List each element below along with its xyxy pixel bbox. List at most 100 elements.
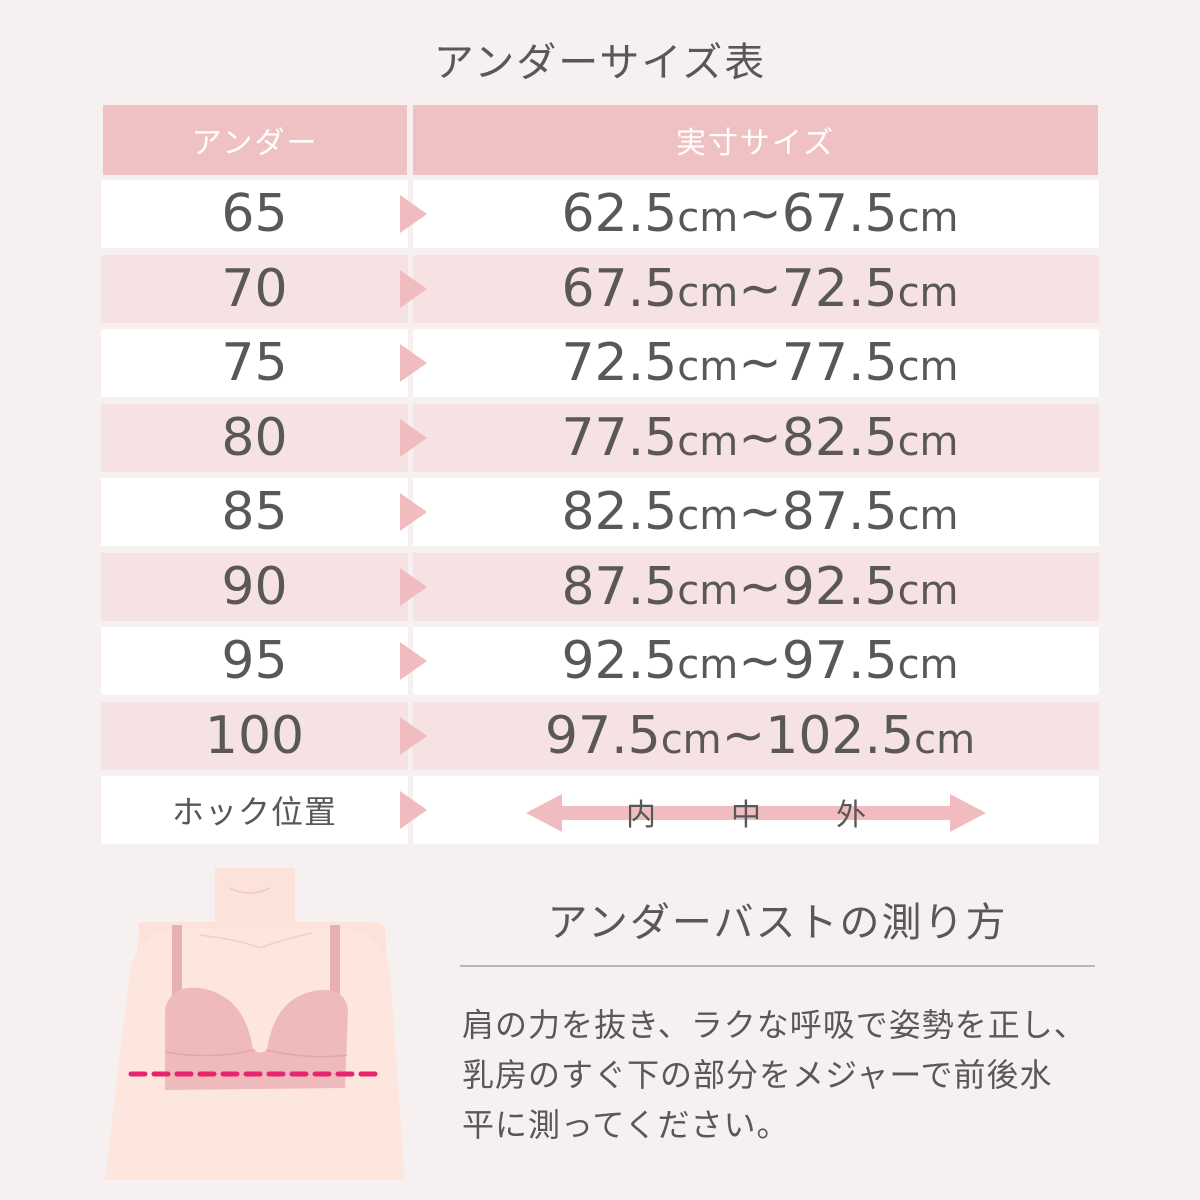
unit: cm xyxy=(677,269,739,316)
header-under: アンダー xyxy=(103,105,407,175)
actual-size-cell: 77.5cm~82.5cm xyxy=(413,403,1099,472)
under-cell: 100 xyxy=(101,701,408,770)
under-size: 75 xyxy=(221,333,288,393)
range-to: 102.5 xyxy=(765,705,915,766)
arrow-right-icon xyxy=(400,791,427,829)
range-separator: ~ xyxy=(738,482,782,542)
table-row: 90 87.5cm~92.5cm xyxy=(101,552,1099,621)
unit: cm xyxy=(897,269,959,316)
range-separator: ~ xyxy=(738,631,782,691)
under-cell: 65 xyxy=(101,180,408,248)
arrow-right-icon xyxy=(400,567,427,606)
hook-inner: 内 xyxy=(626,798,656,833)
range-separator: ~ xyxy=(738,407,782,468)
measure-instructions: 肩の力を抜き、ラクな呼吸で姿勢を正し、 乳房のすぐ下の部分をメジャーで前後水 平… xyxy=(462,1000,1102,1150)
bra-measurement-illustration xyxy=(105,868,405,1180)
range-from: 82.5 xyxy=(561,482,678,542)
actual-size-cell: 67.5cm~72.5cm xyxy=(413,254,1099,323)
unit: cm xyxy=(897,567,959,614)
header-actual-size: 実寸サイズ xyxy=(413,105,1098,175)
table-row: 65 62.5cm~67.5cm xyxy=(101,180,1099,248)
size-range: 62.5cm~67.5cm xyxy=(553,184,958,244)
range-to: 67.5 xyxy=(781,184,898,244)
actual-size-cell: 62.5cm~67.5cm xyxy=(413,180,1099,248)
unit: cm xyxy=(677,493,739,539)
hook-outer: 外 xyxy=(836,798,866,833)
hook-position-row: ホック位置 内 中 外 xyxy=(101,776,1099,844)
range-separator: ~ xyxy=(738,258,782,319)
arrow-right-icon xyxy=(400,716,427,755)
unit: cm xyxy=(677,418,739,465)
range-from: 67.5 xyxy=(561,258,678,319)
range-separator: ~ xyxy=(738,333,782,393)
range-from: 62.5 xyxy=(561,184,678,244)
unit: cm xyxy=(897,642,959,688)
size-range: 97.5cm~102.5cm xyxy=(537,706,975,766)
table-row: 80 77.5cm~82.5cm xyxy=(101,403,1099,472)
actual-size-cell: 97.5cm~102.5cm xyxy=(413,701,1099,770)
range-from: 77.5 xyxy=(561,407,678,468)
table-row: 100 97.5cm~102.5cm xyxy=(101,701,1099,770)
under-cell: 85 xyxy=(101,478,408,546)
table-row: 85 82.5cm~87.5cm xyxy=(101,478,1099,546)
arrow-right-icon xyxy=(400,195,427,233)
page-title: アンダーサイズ表 xyxy=(433,40,767,86)
double-arrow-icon xyxy=(526,794,986,832)
hook-label: ホック位置 xyxy=(171,793,337,831)
table-row: 70 67.5cm~72.5cm xyxy=(101,254,1099,323)
range-from: 72.5 xyxy=(561,333,678,393)
range-separator: ~ xyxy=(738,184,782,244)
unit: cm xyxy=(914,716,976,763)
arrow-right-icon xyxy=(400,269,427,308)
arrow-right-icon xyxy=(400,418,427,457)
unit: cm xyxy=(677,344,739,390)
arrow-right-icon xyxy=(400,493,427,531)
size-range: 87.5cm~92.5cm xyxy=(553,557,958,617)
under-size: 100 xyxy=(204,705,305,766)
unit: cm xyxy=(677,567,739,614)
range-separator: ~ xyxy=(721,705,766,766)
size-range: 82.5cm~87.5cm xyxy=(553,482,958,542)
range-from: 92.5 xyxy=(561,631,678,691)
arrow-right-icon xyxy=(400,642,427,680)
table-row: 95 92.5cm~97.5cm xyxy=(101,627,1099,695)
unit: cm xyxy=(897,344,959,390)
under-cell: 70 xyxy=(101,254,408,323)
under-cell: 80 xyxy=(101,403,408,472)
range-separator: ~ xyxy=(738,556,782,617)
divider xyxy=(460,965,1095,967)
table-row: 75 72.5cm~77.5cm xyxy=(101,329,1099,397)
unit: cm xyxy=(677,195,739,241)
hook-label-cell: ホック位置 xyxy=(101,776,408,844)
instruction-line: 乳房のすぐ下の部分をメジャーで前後水 xyxy=(462,1056,1053,1094)
size-range: 67.5cm~72.5cm xyxy=(553,259,958,319)
instruction-line: 肩の力を抜き、ラクな呼吸で姿勢を正し、 xyxy=(462,1006,1087,1044)
under-size: 95 xyxy=(221,631,288,691)
unit: cm xyxy=(897,493,959,539)
under-cell: 95 xyxy=(101,627,408,695)
range-to: 92.5 xyxy=(781,556,898,617)
under-cell: 90 xyxy=(101,552,408,621)
unit: cm xyxy=(677,642,739,688)
instruction-line: 平に測ってください。 xyxy=(462,1106,790,1144)
size-range: 92.5cm~97.5cm xyxy=(553,631,958,691)
range-from: 97.5 xyxy=(544,705,661,766)
arrow-right-icon xyxy=(400,344,427,382)
measure-title: アンダーバストの測り方 xyxy=(547,900,1008,946)
hook-middle: 中 xyxy=(731,798,761,833)
under-size: 65 xyxy=(221,184,288,244)
under-size: 85 xyxy=(221,482,288,542)
under-size: 80 xyxy=(221,407,288,468)
size-range: 72.5cm~77.5cm xyxy=(553,333,958,393)
under-size: 70 xyxy=(221,258,288,319)
range-to: 82.5 xyxy=(781,407,898,468)
range-to: 77.5 xyxy=(781,333,898,393)
unit: cm xyxy=(897,195,959,241)
range-from: 87.5 xyxy=(561,556,678,617)
size-range: 77.5cm~82.5cm xyxy=(553,408,958,468)
range-to: 97.5 xyxy=(781,631,898,691)
under-cell: 75 xyxy=(101,329,408,397)
size-table: 65 62.5cm~67.5cm 70 67.5cm~72.5cm 75 72.5cm~7… xyxy=(101,180,1099,851)
range-to: 72.5 xyxy=(781,258,898,319)
unit: cm xyxy=(660,716,722,763)
